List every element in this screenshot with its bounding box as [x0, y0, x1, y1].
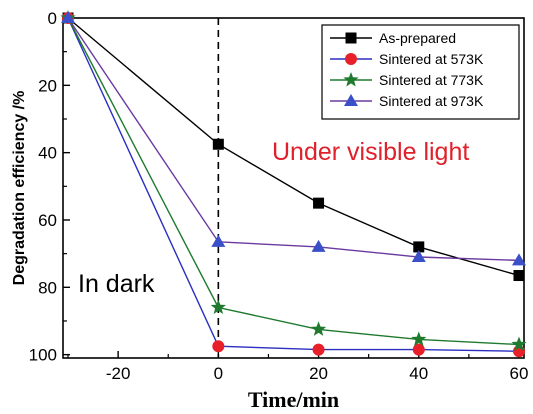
- data-point: [310, 321, 327, 336]
- x-tick-label: -20: [106, 364, 131, 383]
- x-tick-label: 60: [510, 364, 529, 383]
- data-point: [412, 343, 425, 356]
- data-point: [212, 138, 224, 150]
- x-tick-label: 0: [214, 364, 223, 383]
- data-point: [513, 270, 525, 282]
- legend-marker: [345, 32, 357, 44]
- data-point: [413, 241, 425, 253]
- legend-label: As-prepared: [379, 30, 456, 46]
- x-tick-label: 40: [409, 364, 428, 383]
- data-point: [212, 340, 225, 353]
- data-point: [211, 234, 226, 247]
- data-point: [511, 253, 526, 266]
- data-point: [311, 239, 326, 252]
- x-axis-title: Time/min: [248, 387, 339, 412]
- data-point: [210, 299, 226, 314]
- legend-marker: [345, 53, 357, 65]
- y-tick-label: 100: [29, 346, 57, 365]
- data-point: [411, 331, 427, 346]
- annotation-under-visible-light: Under visible light: [272, 138, 469, 166]
- y-tick-label: 60: [38, 211, 57, 230]
- annotation-in-dark: In dark: [78, 270, 155, 298]
- y-tick-label: 80: [38, 278, 57, 297]
- data-point: [511, 336, 527, 352]
- data-point: [411, 250, 426, 263]
- x-tick-label: 20: [309, 364, 328, 383]
- legend-label: Sintered at 773K: [379, 72, 484, 88]
- plot-frame: [62, 17, 525, 359]
- legend-marker: [343, 72, 359, 87]
- y-tick-label: 20: [38, 76, 57, 95]
- legend-marker: [344, 94, 358, 106]
- y-tick-label: 40: [38, 144, 57, 163]
- data-point: [312, 343, 325, 356]
- data-point: [313, 197, 325, 209]
- data-point: [61, 11, 76, 23]
- y-axis-title: Degradation efficiency /%: [11, 91, 28, 286]
- legend-label: Sintered at 573K: [379, 51, 484, 67]
- y-tick-label: 0: [48, 9, 57, 28]
- legend-label: Sintered at 973K: [379, 93, 484, 109]
